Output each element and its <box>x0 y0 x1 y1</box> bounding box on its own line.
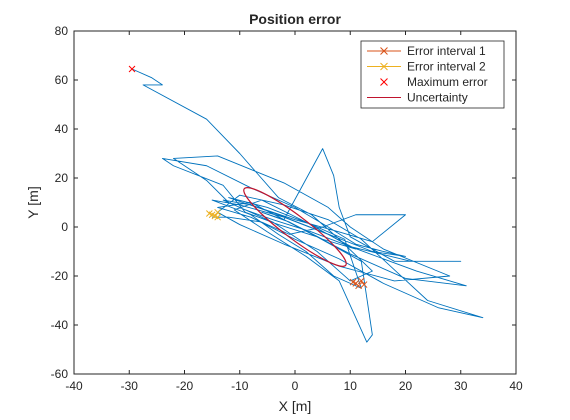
y-axis-label: Y [m] <box>25 186 41 218</box>
x-axis-label: X [m] <box>279 398 312 414</box>
y-tick-label: 40 <box>55 122 69 136</box>
legend-label-maximum-error: Maximum error <box>407 75 488 89</box>
legend-label-error-interval-1: Error interval 1 <box>407 44 486 58</box>
y-tick-label: 60 <box>55 73 69 87</box>
y-tick-label: -40 <box>51 318 69 332</box>
y-tick-label: 20 <box>55 171 69 185</box>
x-tick-label: -40 <box>65 379 83 393</box>
x-tick-label: 40 <box>509 379 523 393</box>
x-tick-label: 30 <box>454 379 468 393</box>
y-tick-label: -20 <box>51 269 69 283</box>
chart-title: Position error <box>249 11 341 27</box>
x-tick-label: 0 <box>292 379 299 393</box>
x-tick-label: 20 <box>399 379 413 393</box>
legend-label-error-interval-2: Error interval 2 <box>407 60 486 74</box>
y-tick-label: 0 <box>61 220 68 234</box>
y-tick-label: -60 <box>51 367 69 381</box>
x-tick-label: -20 <box>176 379 194 393</box>
legend-label-uncertainty: Uncertainty <box>407 91 468 105</box>
y-tick-label: 80 <box>55 24 69 38</box>
x-tick-label: -30 <box>121 379 139 393</box>
x-tick-label: -10 <box>231 379 249 393</box>
legend: Error interval 1 Error interval 2Maximum … <box>361 41 504 108</box>
x-tick-label: 10 <box>344 379 358 393</box>
